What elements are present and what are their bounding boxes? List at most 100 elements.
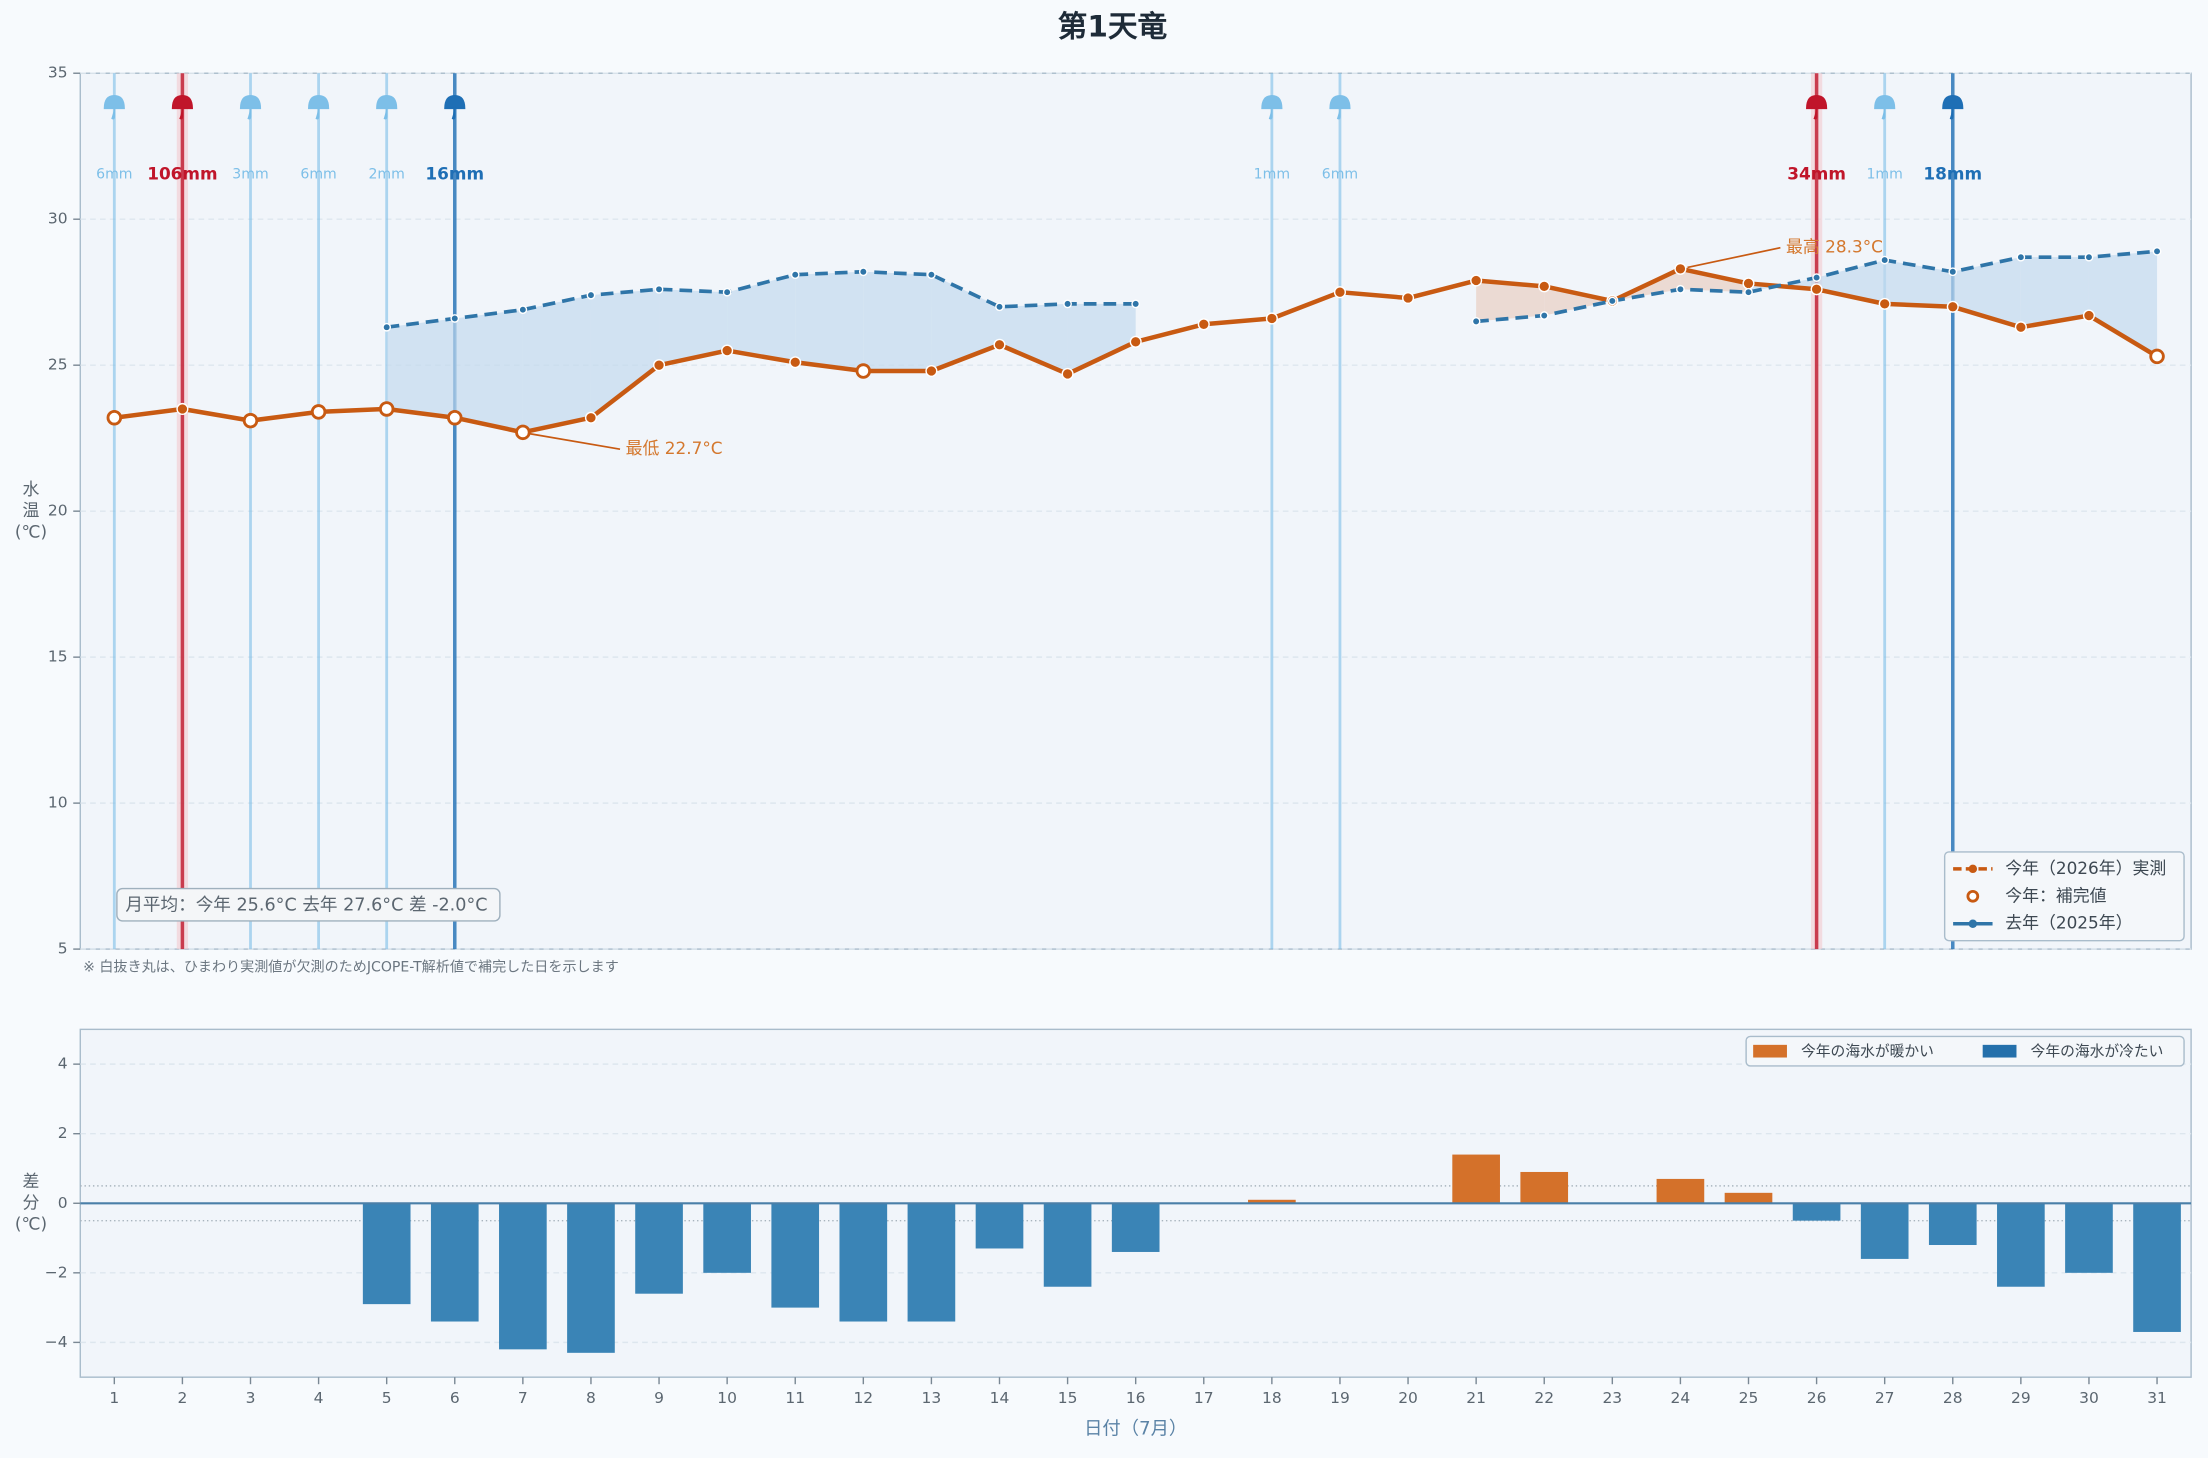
bar [1656, 1178, 1705, 1204]
data-point [1131, 299, 1141, 309]
data-point [1470, 274, 1483, 287]
data-point [721, 344, 734, 357]
rain-label: 1mm [1866, 167, 1902, 183]
data-point [927, 270, 936, 280]
chart-title: 第1天竜 [1058, 10, 1168, 44]
x-tick-label: 26 [1807, 1389, 1827, 1407]
bar [2133, 1203, 2181, 1332]
bar [1111, 1203, 1160, 1252]
data-point [2084, 252, 2094, 262]
data-point [1946, 300, 1959, 313]
y-tick-label: 25 [48, 356, 68, 374]
data-point [1471, 317, 1481, 326]
difference-fill [999, 303, 1068, 374]
data-point [1742, 277, 1755, 290]
umbrella-icon [171, 95, 193, 120]
y-tick-label: −2 [45, 1263, 68, 1281]
data-point [586, 290, 596, 300]
x-tick-label: 28 [1943, 1389, 1963, 1407]
rain-label: 2mm [368, 167, 404, 183]
bar [975, 1203, 1024, 1249]
difference-fill [1067, 303, 1136, 374]
x-axis-label: 日付（7月） [1084, 1418, 1187, 1439]
data-point [1333, 286, 1347, 299]
rain-label: 106mm [147, 164, 217, 184]
data-point [584, 411, 598, 424]
bar [1043, 1203, 1092, 1287]
x-tick-label: 1 [109, 1389, 119, 1407]
bar [1792, 1203, 1841, 1221]
data-point [1265, 312, 1278, 325]
rain-label: 6mm [96, 167, 132, 183]
difference-fill [931, 274, 1000, 372]
data-point [925, 364, 938, 378]
umbrella-icon [103, 95, 125, 120]
difference-fill [386, 318, 455, 418]
data-point [2014, 321, 2027, 334]
data-point [176, 402, 189, 416]
annotation: 最高 28.3°C [1786, 237, 1883, 257]
data-point [2016, 252, 2026, 262]
data-point [1744, 287, 1753, 297]
rain-label: 34mm [1787, 164, 1846, 184]
data-point [1607, 296, 1617, 306]
x-tick-label: 6 [450, 1389, 460, 1407]
bar [771, 1203, 820, 1308]
legend-swatch [1968, 864, 1978, 874]
rain-label: 3mm [232, 167, 268, 183]
data-point [382, 322, 392, 332]
bar [1520, 1171, 1569, 1204]
x-tick-label: 3 [246, 1389, 256, 1407]
legend-swatch [1966, 889, 1980, 903]
x-tick-label: 30 [2079, 1389, 2099, 1407]
data-point [1674, 262, 1687, 275]
bar [2065, 1203, 2113, 1273]
data-point [995, 302, 1004, 312]
x-tick-label: 19 [1330, 1389, 1350, 1407]
data-point [310, 404, 327, 420]
x-tick-label: 14 [990, 1389, 1010, 1407]
x-tick-label: 13 [922, 1389, 942, 1407]
bar [1724, 1192, 1773, 1204]
data-point [790, 270, 800, 280]
x-tick-label: 9 [654, 1389, 664, 1407]
umbrella-icon [308, 95, 330, 120]
y-tick-label: −4 [45, 1333, 68, 1351]
x-tick-label: 11 [785, 1389, 805, 1407]
x-tick-label: 20 [1398, 1389, 1418, 1407]
annotation-arrow [1687, 246, 1781, 269]
y-tick-label: 15 [48, 648, 68, 666]
x-tick-label: 29 [2011, 1389, 2031, 1407]
difference-fill [863, 271, 932, 372]
y-axis-label: 水 [23, 479, 40, 499]
legend-box [1745, 1035, 2185, 1067]
difference-fill [2020, 257, 2089, 328]
data-point [1129, 335, 1142, 348]
bar [499, 1203, 547, 1350]
data-point [1197, 318, 1210, 331]
data-point [242, 412, 259, 429]
y-tick-label: 30 [48, 210, 68, 228]
difference-fill [2088, 251, 2158, 357]
legend-swatch [1753, 1044, 1787, 1058]
summary-box [116, 887, 501, 922]
umbrella-icon [1261, 95, 1283, 120]
y-tick-label: 35 [48, 64, 68, 82]
annotation: 最低 22.7°C [626, 438, 723, 458]
data-point [1061, 367, 1074, 380]
annotation-arrow [529, 432, 621, 451]
x-tick-label: 8 [586, 1389, 596, 1407]
difference-fill [795, 271, 864, 372]
legend-label: 去年（2025年） [2005, 913, 2132, 933]
data-point [2149, 348, 2165, 365]
data-point [1676, 284, 1685, 294]
umbrella-icon [239, 95, 262, 120]
x-tick-label: 4 [314, 1389, 324, 1407]
difference-fill [590, 289, 660, 418]
data-point [789, 356, 802, 369]
bar [839, 1203, 888, 1322]
data-point [518, 305, 528, 315]
umbrella-icon [376, 95, 398, 120]
y-tick-label: 20 [48, 502, 68, 520]
bar [1997, 1203, 2045, 1287]
